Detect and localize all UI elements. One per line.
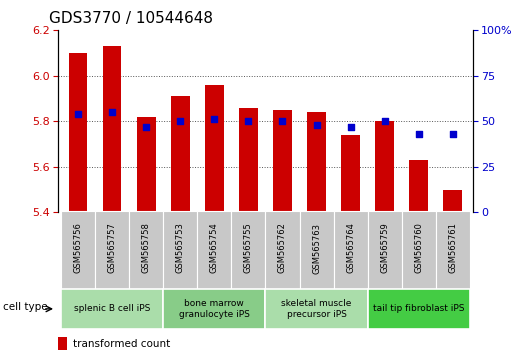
Bar xyxy=(300,211,334,289)
Bar xyxy=(368,289,470,329)
Point xyxy=(244,118,253,124)
Bar xyxy=(129,211,163,289)
Text: skeletal muscle
precursor iPS: skeletal muscle precursor iPS xyxy=(281,299,352,319)
Bar xyxy=(376,121,394,212)
Bar xyxy=(307,112,326,212)
Bar xyxy=(436,211,470,289)
Text: GSM565761: GSM565761 xyxy=(448,223,458,273)
Bar xyxy=(239,108,258,212)
Text: tail tip fibroblast iPS: tail tip fibroblast iPS xyxy=(373,304,464,313)
Bar xyxy=(368,211,402,289)
Bar xyxy=(69,53,87,212)
Text: GSM565756: GSM565756 xyxy=(73,223,83,273)
Bar xyxy=(334,211,368,289)
Bar xyxy=(137,117,155,212)
Text: GSM565758: GSM565758 xyxy=(142,223,151,273)
Text: transformed count: transformed count xyxy=(73,339,170,349)
Text: GSM565762: GSM565762 xyxy=(278,223,287,273)
Bar xyxy=(341,135,360,212)
Bar xyxy=(61,211,95,289)
Point xyxy=(381,118,389,124)
Text: GSM565764: GSM565764 xyxy=(346,223,355,273)
Bar xyxy=(61,289,163,329)
Bar xyxy=(410,160,428,212)
Bar xyxy=(163,289,266,329)
Text: bone marrow
granulocyte iPS: bone marrow granulocyte iPS xyxy=(179,299,250,319)
Point xyxy=(176,118,185,124)
Text: GSM565760: GSM565760 xyxy=(414,223,423,273)
Text: GSM565754: GSM565754 xyxy=(210,223,219,273)
Point xyxy=(312,122,321,128)
Bar xyxy=(266,211,300,289)
Point xyxy=(74,111,82,117)
Text: GSM565763: GSM565763 xyxy=(312,223,321,274)
Bar xyxy=(402,211,436,289)
Text: GSM565753: GSM565753 xyxy=(176,223,185,273)
Bar xyxy=(171,96,190,212)
Point xyxy=(415,131,423,137)
Text: GSM565757: GSM565757 xyxy=(108,223,117,273)
Bar xyxy=(163,211,197,289)
Point xyxy=(449,131,457,137)
Point xyxy=(108,109,116,115)
Bar xyxy=(266,289,368,329)
Bar xyxy=(197,211,231,289)
Text: splenic B cell iPS: splenic B cell iPS xyxy=(74,304,150,313)
Bar xyxy=(95,211,129,289)
Point xyxy=(210,116,219,122)
Text: GDS3770 / 10544648: GDS3770 / 10544648 xyxy=(49,11,213,26)
Text: GSM565755: GSM565755 xyxy=(244,223,253,273)
Bar xyxy=(273,110,292,212)
Point xyxy=(278,118,287,124)
Point xyxy=(142,124,150,130)
Point xyxy=(346,124,355,130)
Bar xyxy=(205,85,224,212)
Bar xyxy=(231,211,266,289)
Bar xyxy=(103,46,121,212)
Bar xyxy=(58,337,67,350)
Bar xyxy=(444,190,462,212)
Text: cell type: cell type xyxy=(3,302,47,312)
Text: GSM565759: GSM565759 xyxy=(380,223,389,273)
